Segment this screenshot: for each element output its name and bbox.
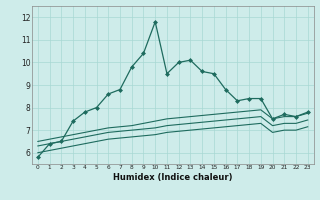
X-axis label: Humidex (Indice chaleur): Humidex (Indice chaleur): [113, 173, 233, 182]
